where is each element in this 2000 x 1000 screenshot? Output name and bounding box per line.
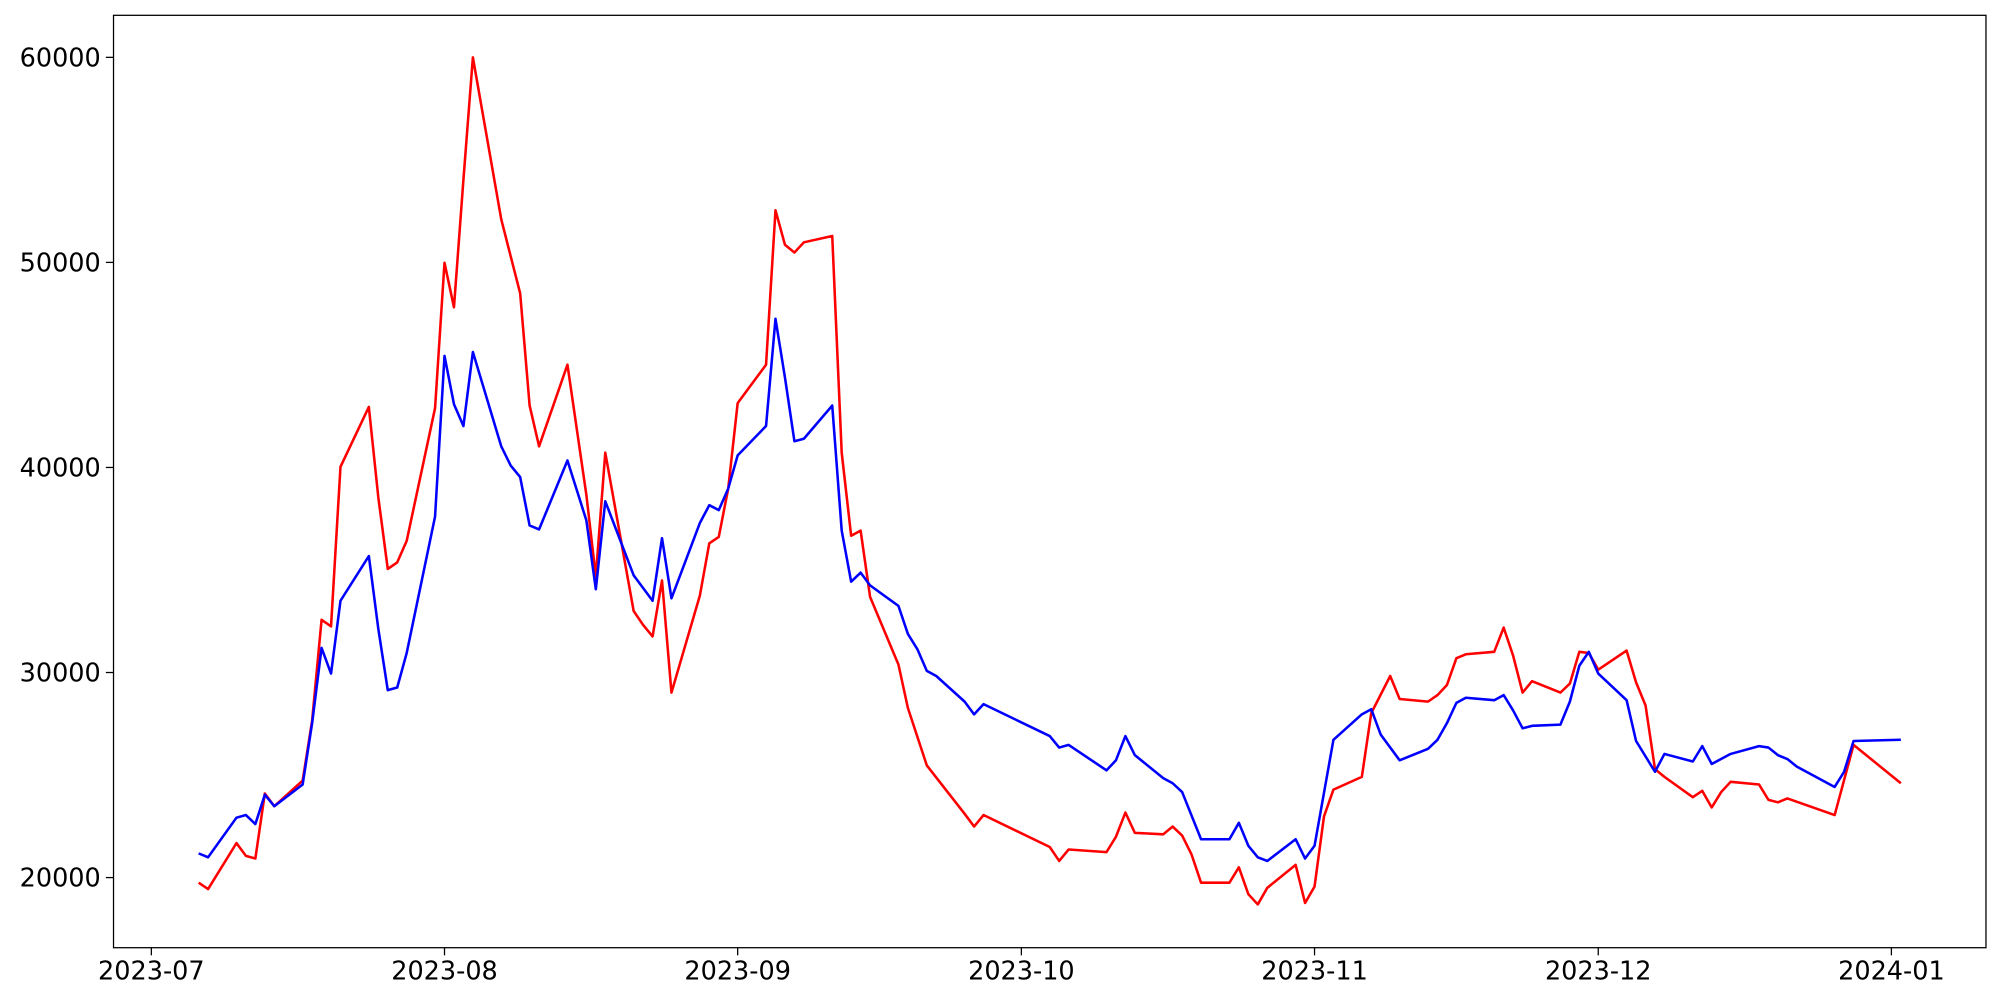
y-tick-label: 30000 (20, 658, 101, 688)
axes-frame (112, 14, 1987, 949)
y-tick-label: 40000 (20, 453, 101, 483)
series-line (197, 56, 1902, 906)
x-tick-label: 2023-07 (98, 957, 205, 987)
y-tick-label: 60000 (20, 43, 101, 73)
x-tick-label: 2023-12 (1545, 957, 1652, 987)
x-tick-label: 2023-08 (391, 957, 498, 987)
y-tick-label: 20000 (20, 864, 101, 894)
series-line (198, 317, 1901, 863)
y-tick-label: 50000 (20, 248, 101, 278)
x-tick-label: 2023-11 (1261, 957, 1368, 987)
x-tick-label: 2023-09 (684, 957, 791, 987)
x-tick-label: 2024-01 (1838, 957, 1945, 987)
x-tick-label: 2023-10 (968, 957, 1075, 987)
plot-area (197, 56, 1902, 906)
